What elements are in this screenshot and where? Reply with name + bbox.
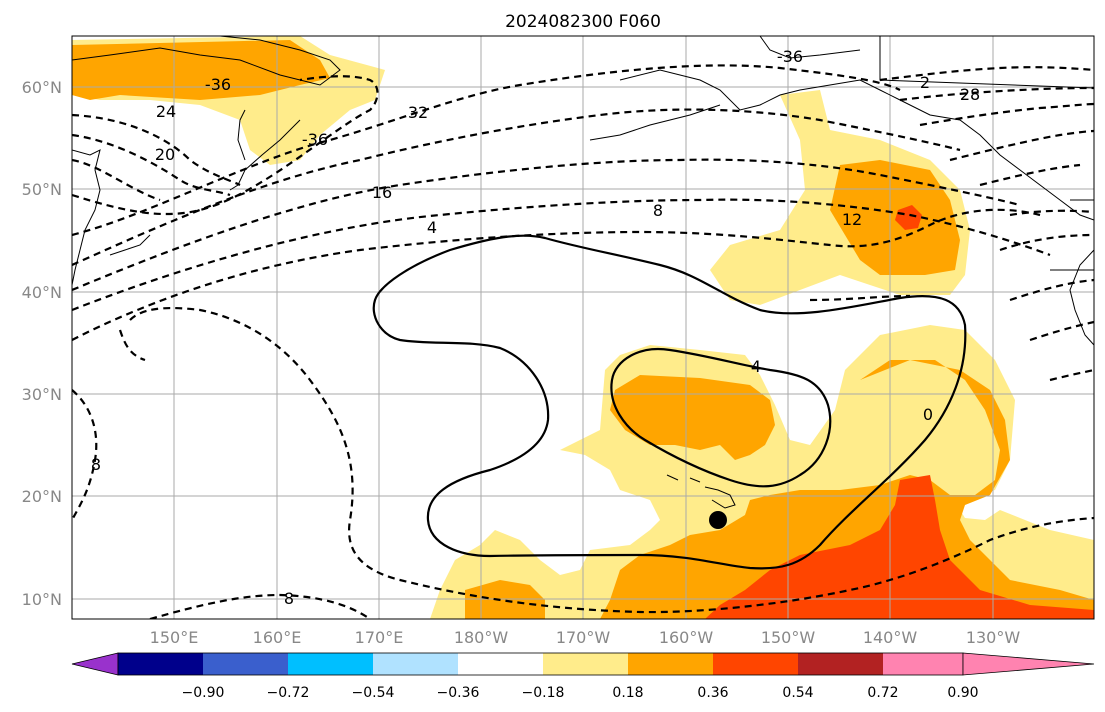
contour-label: 4 [751, 357, 761, 376]
colorbar-segment [118, 653, 203, 675]
contour-label: 8 [91, 455, 101, 474]
colorbar-tick-label: 0.72 [867, 685, 898, 701]
shaded-red-regions [705, 205, 1094, 619]
colorbar-tick-label: −0.36 [437, 685, 480, 701]
contour-label: 8 [653, 201, 663, 220]
contour-label: 28 [960, 85, 980, 104]
colorbar-segment [373, 653, 458, 675]
contour-label: -36 [205, 75, 231, 94]
colorbar-tick-label: 0.36 [697, 685, 728, 701]
colorbar-segment [458, 653, 543, 675]
colorbar-segment [203, 653, 288, 675]
contour-label: 24 [156, 102, 176, 121]
lon-label: 170°W [556, 628, 611, 647]
map-frame [71, 35, 1095, 620]
lat-label: 20°N [22, 487, 62, 506]
colorbar: −0.90 −0.72 −0.54 −0.36 −0.18 0.18 0.36 … [71, 652, 1095, 701]
contour-label: 12 [842, 210, 862, 229]
dashed-contours [72, 64, 1094, 619]
contour-labels: -36 -36 24 20 -36 32 16 4 8 12 28 2 4 0 … [91, 47, 980, 608]
colorbar-segment [543, 653, 628, 675]
lon-label: 140°W [863, 628, 918, 647]
colorbar-tick-label: 0.54 [782, 685, 813, 701]
lon-label: 160°W [659, 628, 714, 647]
lon-label: 160°E [253, 628, 302, 647]
colorbar-left-arrow [71, 652, 119, 676]
colorbar-tick-label: 0.90 [947, 685, 978, 701]
colorbar-segment [798, 653, 883, 675]
colorbar-segment [288, 653, 373, 675]
colorbar-tick-label: −0.72 [267, 685, 310, 701]
contour-label: 4 [427, 218, 437, 237]
contour-label: 20 [155, 145, 175, 164]
lon-label: 150°E [150, 628, 199, 647]
colorbar-tick-label: 0.18 [612, 685, 643, 701]
contour-label: 0 [923, 405, 933, 424]
lat-label: 30°N [22, 385, 62, 404]
map-panel: -36 -36 24 20 -36 32 16 4 8 12 28 2 4 0 … [71, 35, 1095, 620]
black-dot-marker [709, 511, 727, 529]
lon-label: 130°W [966, 628, 1021, 647]
contour-label: 8 [284, 589, 294, 608]
lat-label: 10°N [22, 590, 62, 609]
lon-label: 150°W [761, 628, 816, 647]
colorbar-tick-label: −0.54 [352, 685, 395, 701]
contour-label: 32 [408, 103, 428, 122]
coastlines [72, 36, 1094, 509]
lon-label: 180°W [454, 628, 509, 647]
colorbar-tick-label: −0.90 [182, 685, 225, 701]
colorbar-tick-label: −0.18 [522, 685, 565, 701]
map-title: 2024082300 F060 [505, 12, 661, 32]
lat-label: 60°N [22, 78, 62, 97]
lat-label: 40°N [22, 283, 62, 302]
map-gridlines [72, 36, 1094, 619]
colorbar-right-arrow [883, 653, 963, 675]
lon-label: 170°E [355, 628, 404, 647]
contour-label: -36 [777, 47, 803, 66]
colorbar-segment [628, 653, 713, 675]
contour-label: -36 [302, 130, 328, 149]
longitude-labels: 150°E 160°E 170°E 180°W 170°W 160°W 150°… [150, 628, 1021, 647]
colorbar-right-tip [962, 652, 1095, 676]
lat-label: 50°N [22, 180, 62, 199]
latitude-labels: 60°N 50°N 40°N 30°N 20°N 10°N [22, 78, 62, 609]
contour-label: 2 [920, 73, 930, 92]
solid-contours [372, 234, 967, 570]
colorbar-segment [713, 653, 798, 675]
contour-label: 16 [372, 183, 392, 202]
